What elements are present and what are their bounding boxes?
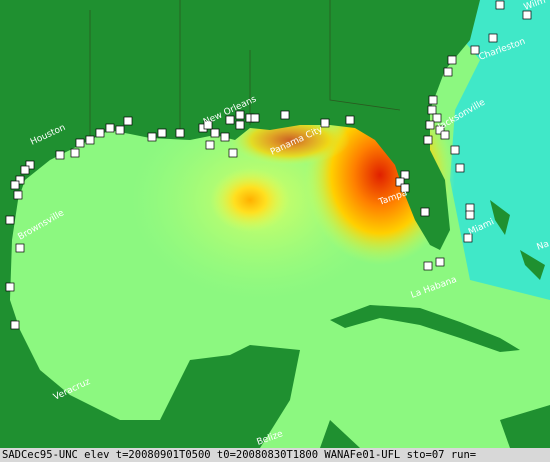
mexico-land <box>0 200 300 448</box>
station-marker <box>235 110 245 120</box>
station-marker <box>423 135 433 145</box>
atlantic-water <box>430 0 550 300</box>
station-marker <box>175 128 185 138</box>
station-marker <box>435 125 445 135</box>
station-marker <box>400 170 410 180</box>
station-marker <box>470 45 480 55</box>
station-marker <box>20 165 30 175</box>
station-marker <box>105 123 115 133</box>
station-marker <box>425 120 435 130</box>
station-marker <box>203 120 213 130</box>
station-marker <box>220 132 230 142</box>
station-marker <box>250 113 260 123</box>
central-america-land <box>320 405 550 448</box>
station-marker <box>522 10 532 20</box>
footer-bar <box>0 448 550 462</box>
storm-eye <box>210 168 290 232</box>
station-marker <box>123 116 133 126</box>
cuba <box>330 305 520 352</box>
station-marker <box>495 0 505 10</box>
station-marker <box>10 320 20 330</box>
station-marker <box>423 261 433 271</box>
station-marker <box>5 215 15 225</box>
station-marker <box>13 190 23 200</box>
station-marker <box>345 115 355 125</box>
station-marker <box>455 163 465 173</box>
station-marker <box>427 105 437 115</box>
station-marker <box>85 135 95 145</box>
station-marker <box>235 120 245 130</box>
station-marker <box>420 207 430 217</box>
station-marker <box>280 110 290 120</box>
station-marker <box>210 128 220 138</box>
station-marker <box>70 148 80 158</box>
station-marker <box>5 282 15 292</box>
station-marker <box>395 177 405 187</box>
station-marker <box>432 113 442 123</box>
station-markers <box>5 0 532 330</box>
station-marker <box>15 175 25 185</box>
station-marker <box>400 183 410 193</box>
station-marker <box>55 150 65 160</box>
city-label: Na <box>536 239 550 253</box>
station-marker <box>75 138 85 148</box>
station-marker <box>488 33 498 43</box>
station-marker <box>147 132 157 142</box>
station-marker <box>320 118 330 128</box>
bahamas <box>490 200 545 280</box>
station-marker <box>435 257 445 267</box>
station-marker <box>25 160 35 170</box>
station-marker <box>463 233 473 243</box>
station-marker <box>440 130 450 140</box>
station-marker <box>157 128 167 138</box>
state-borders <box>89 0 401 140</box>
station-marker <box>15 243 25 253</box>
station-marker <box>10 180 20 190</box>
station-marker <box>115 125 125 135</box>
station-marker <box>95 128 105 138</box>
station-marker <box>428 95 438 105</box>
station-marker <box>450 145 460 155</box>
station-marker <box>205 140 215 150</box>
station-marker <box>225 115 235 125</box>
footer-text: SADCec95-UNC elev t=20080901T0500 t0=200… <box>2 449 476 461</box>
station-marker <box>447 55 457 65</box>
station-marker <box>228 148 238 158</box>
station-marker <box>465 210 475 220</box>
station-marker <box>443 67 453 77</box>
